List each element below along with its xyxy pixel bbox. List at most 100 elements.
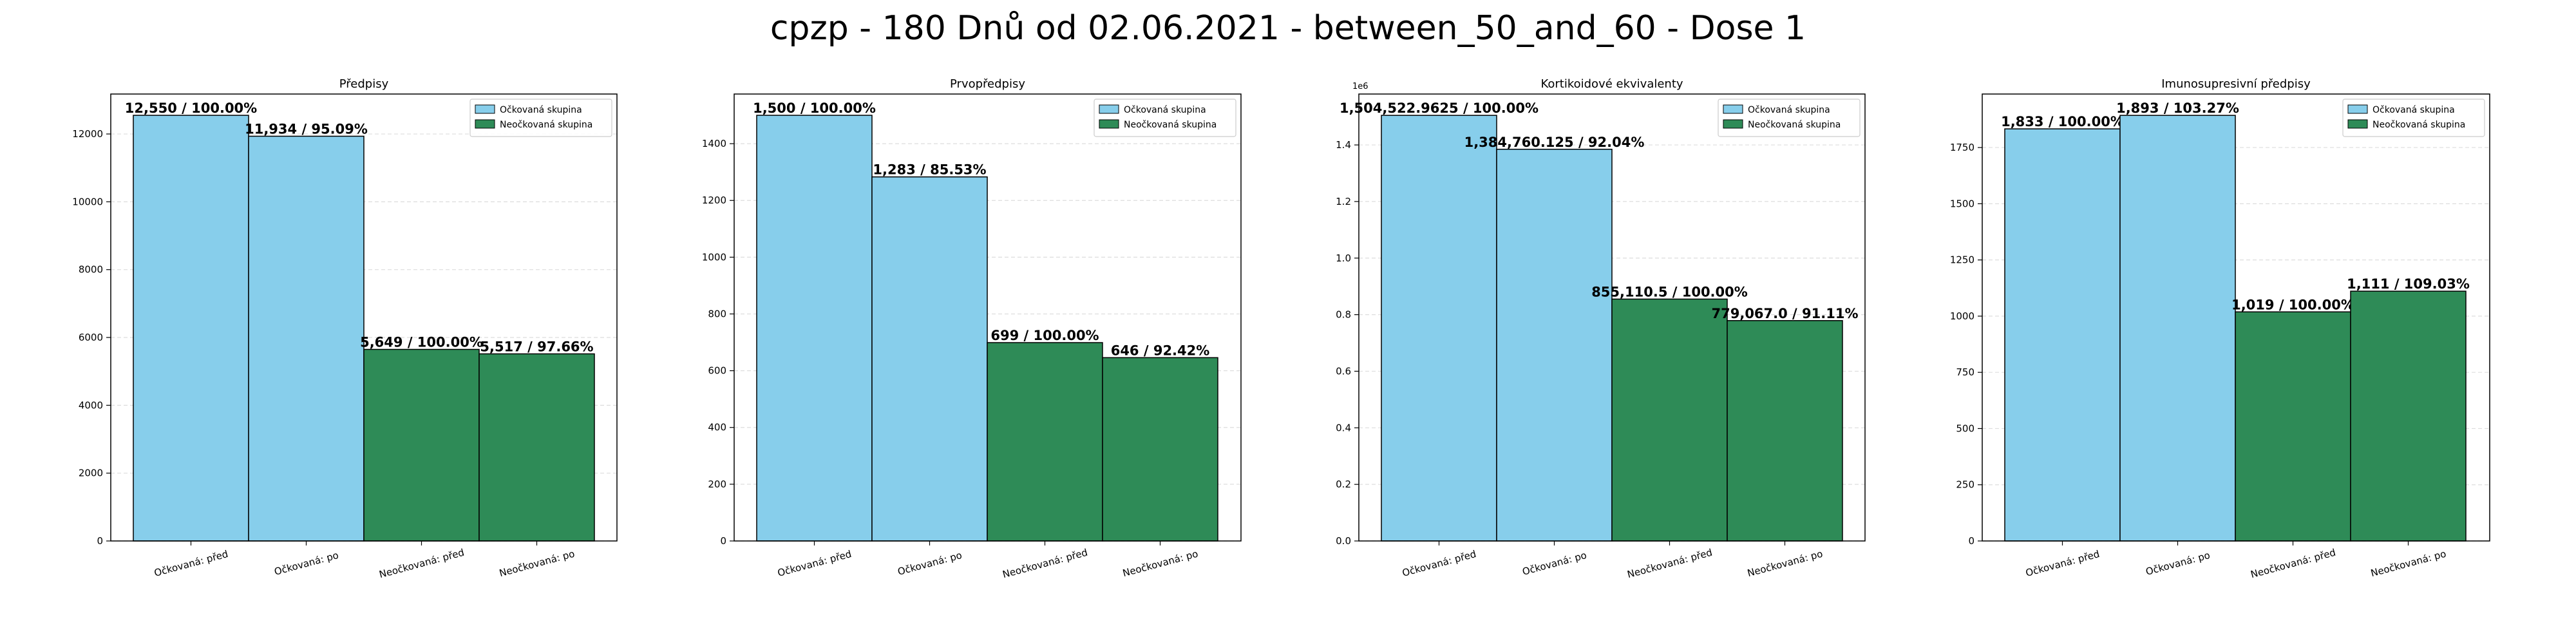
bar-value-label: 11,934 / 95.09% [245, 122, 368, 137]
legend-label: Očkovaná skupina [1124, 105, 1206, 115]
bar-value-label: 1,283 / 85.53% [873, 162, 986, 178]
chart-4: 1,833 / 100.00% Očkovaná: před 1,893 / 103… [1950, 77, 2490, 580]
y-tick-label: 1200 [702, 194, 726, 206]
x-tick-label: Neočkovaná: před [378, 547, 466, 581]
legend-swatch [2347, 119, 2368, 129]
x-tick-label: Očkovaná: před [1401, 548, 1477, 579]
legend-label: Očkovaná skupina [500, 105, 582, 115]
bar-value-label: 1,111 / 109.03% [2347, 276, 2470, 292]
y-tick-label: 250 [1956, 479, 1975, 491]
bar-value-label: 12,550 / 100.00% [125, 100, 257, 116]
y-tick-label: 0.0 [1336, 535, 1351, 547]
y-tick-label: 200 [708, 478, 726, 490]
bar [2004, 128, 2121, 542]
chart-1: 12,550 / 100.00% Očkovaná: před 11,934 / 9… [72, 77, 618, 581]
plot-frame [1982, 93, 2490, 542]
legend-label: Neočkovaná skupina [1124, 120, 1217, 130]
y-tick-label: 1.0 [1336, 252, 1351, 264]
x-tick-label: Očkovaná: před [2024, 548, 2101, 579]
y-tick-label: 0 [97, 535, 103, 547]
legend-swatch [1723, 104, 1743, 114]
y-tick-label: 1500 [1950, 198, 1975, 209]
bar-value-label: 5,517 / 97.66% [480, 339, 593, 354]
y-tick-label: 0.4 [1336, 422, 1351, 433]
bar [1727, 320, 1843, 542]
legend-swatch [1099, 119, 1119, 129]
bar-value-label: 646 / 92.42% [1111, 343, 1210, 358]
plot-frame [110, 93, 618, 542]
x-tick-label: Neočkovaná: po [2369, 548, 2447, 580]
bar-value-label: 5,649 / 100.00% [360, 335, 483, 350]
legend-swatch [475, 119, 495, 129]
legend-swatch [1723, 119, 1743, 129]
bar [1102, 357, 1218, 542]
y-tick-label: 1.2 [1336, 196, 1351, 207]
bar-value-label: 1,833 / 100.00% [2001, 114, 2124, 129]
legend-box [1094, 99, 1236, 137]
bar [756, 115, 873, 542]
legend-label: Očkovaná skupina [1748, 105, 1830, 115]
y-tick-label: 400 [708, 422, 726, 433]
legend-swatch [1099, 104, 1119, 114]
bar [478, 353, 595, 542]
bar [133, 115, 249, 542]
bar-value-label: 1,019 / 100.00% [2231, 297, 2354, 312]
bar-value-label: 699 / 100.00% [990, 328, 1099, 343]
chart-title: Imunosupresivní předpisy [2161, 77, 2311, 91]
x-tick-label: Očkovaná: po [273, 549, 340, 578]
x-tick-label: Neočkovaná: před [2249, 547, 2337, 581]
chart-title: Kortikoidové ekvivalenty [1540, 77, 1683, 91]
legend-swatch [2347, 104, 2368, 114]
bar [871, 176, 988, 542]
legend-swatch [475, 104, 495, 114]
y-tick-label: 0 [720, 535, 726, 547]
bar [1611, 298, 1728, 542]
x-tick-label: Očkovaná: po [1521, 549, 1588, 578]
bar-value-label: 855,110.5 / 100.00% [1591, 284, 1748, 299]
y-tick-label: 800 [708, 308, 726, 319]
y-tick-label: 1250 [1950, 254, 1975, 266]
page-title: cpzp - 180 Dnů od 02.06.2021 - between_5… [770, 9, 1806, 48]
y-tick-label: 0 [1968, 535, 1975, 547]
legend-box [469, 99, 612, 137]
bar-value-label: 1,384,760.125 / 92.04% [1464, 135, 1645, 150]
legend-label: Neočkovaná skupina [500, 120, 592, 130]
y-tick-label: 1400 [702, 138, 726, 149]
y-tick-label: 1000 [702, 251, 726, 263]
plot-frame [734, 93, 1242, 542]
x-tick-label: Očkovaná: před [153, 548, 229, 579]
x-tick-label: Očkovaná: po [896, 549, 963, 578]
bar [987, 342, 1103, 542]
x-tick-label: Očkovaná: po [2145, 549, 2211, 578]
bar [2235, 311, 2351, 542]
legend-label: Neočkovaná skupina [1748, 120, 1841, 130]
bar [2119, 115, 2236, 542]
y-tick-label: 750 [1956, 366, 1975, 378]
y-tick-label: 10000 [72, 196, 103, 207]
chart-title: Prvopředpisy [950, 77, 1025, 91]
bar [248, 135, 365, 542]
y-tick-label: 500 [1956, 422, 1975, 434]
y-tick-label: 600 [708, 365, 726, 377]
y-tick-label: 1.4 [1336, 139, 1351, 151]
y-offset-label: 1e6 [1352, 82, 1368, 91]
y-tick-label: 12000 [72, 128, 103, 140]
legend-box [2342, 99, 2485, 137]
y-tick-label: 1750 [1950, 142, 1975, 153]
bar-value-label: 779,067.0 / 91.11% [1712, 306, 1859, 321]
x-tick-label: Očkovaná: před [776, 548, 853, 579]
y-tick-label: 8000 [79, 264, 103, 276]
bar [1381, 115, 1497, 542]
legend-box [1718, 99, 1861, 137]
y-tick-label: 0.8 [1336, 309, 1351, 321]
chart-title: Předpisy [339, 77, 389, 91]
bar-value-label: 1,500 / 100.00% [753, 100, 876, 116]
x-tick-label: Neočkovaná: po [498, 548, 576, 580]
y-tick-label: 0.6 [1336, 365, 1351, 377]
bar [1496, 149, 1613, 542]
x-tick-label: Neočkovaná: před [1626, 547, 1714, 581]
y-tick-label: 2000 [79, 468, 103, 479]
bar-value-label: 1,893 / 103.27% [2116, 100, 2239, 116]
bar-value-label: 1,504,522.9625 / 100.00% [1340, 100, 1539, 116]
